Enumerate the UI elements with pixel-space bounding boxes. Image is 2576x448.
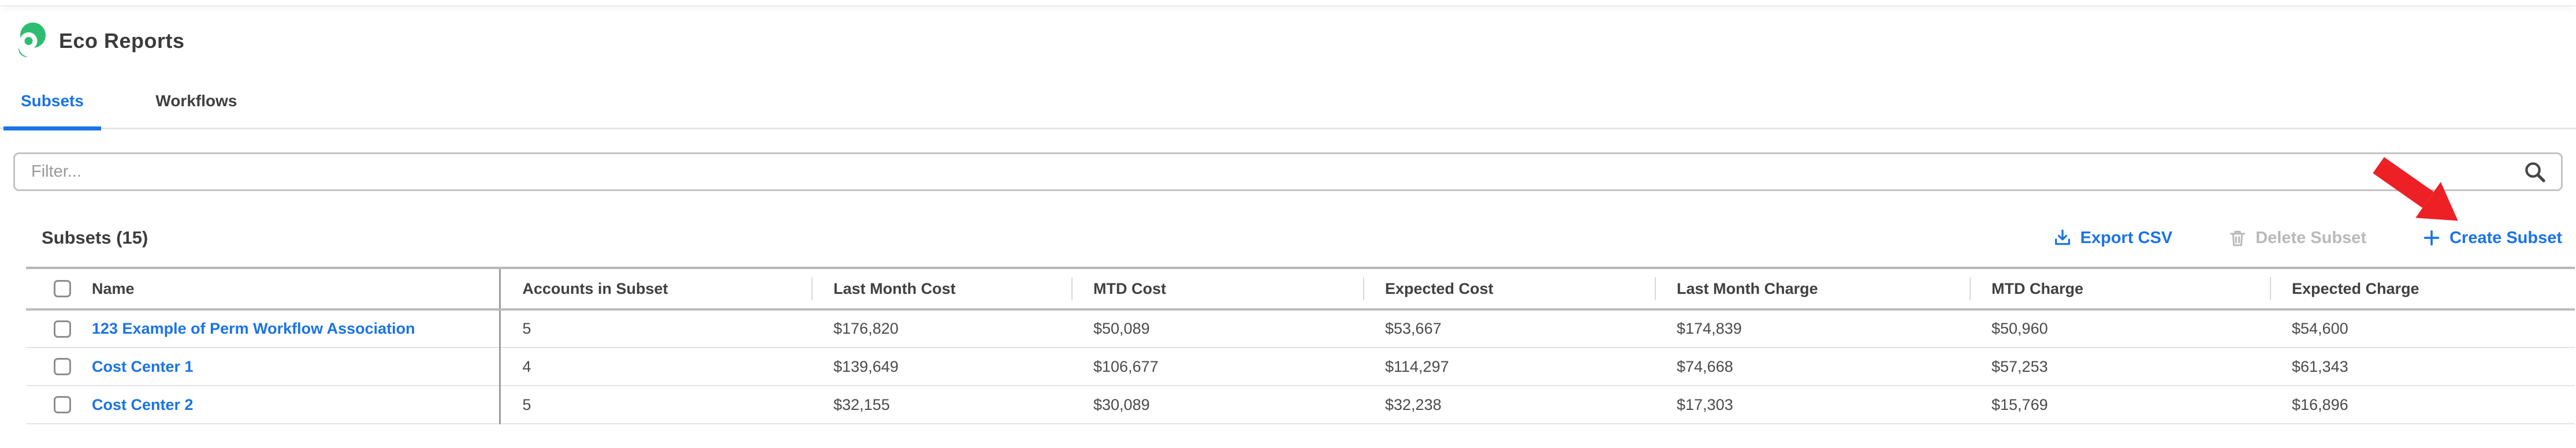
filter-input[interactable] [31, 162, 2523, 181]
export-csv-button[interactable]: Export CSV [2053, 228, 2173, 248]
column-header-accounts: Accounts in Subset [500, 268, 811, 311]
page-title: Eco Reports [59, 29, 185, 53]
download-icon [2054, 229, 2070, 245]
app-header: Eco Reports [0, 6, 2576, 62]
cell-accounts: 5 [500, 386, 811, 424]
column-header-last-month-charge: Last Month Charge [1655, 268, 1970, 311]
select-all-checkbox[interactable] [54, 280, 71, 297]
table-actions: Export CSV Delete Subset Create Subset [2053, 228, 2562, 248]
cell-mtd-charge: $50,960 [1970, 309, 2270, 348]
delete-subset-button[interactable]: Delete Subset [2228, 228, 2366, 248]
cell-accounts: 4 [500, 348, 811, 386]
subsets-table: Name Accounts in Subset Last Month Cost … [26, 267, 2575, 424]
subset-name-link[interactable]: Cost Center 2 [92, 395, 193, 413]
cell-accounts: 5 [500, 309, 811, 348]
cell-last-month-charge: $17,303 [1655, 386, 1970, 424]
subset-name-link[interactable]: 123 Example of Perm Workflow Association [92, 320, 415, 337]
table-row: 123 Example of Perm Workflow Association… [26, 309, 2575, 348]
subset-name-link[interactable]: Cost Center 1 [92, 357, 193, 375]
row-checkbox[interactable] [54, 396, 71, 413]
column-header-mtd-cost: MTD Cost [1071, 268, 1363, 311]
cell-mtd-cost: $30,089 [1071, 386, 1363, 424]
eco-logo-icon [18, 23, 46, 57]
cell-mtd-charge: $57,253 [1970, 348, 2270, 386]
column-header-last-month-cost: Last Month Cost [811, 268, 1071, 311]
trash-icon [2230, 230, 2246, 247]
row-checkbox[interactable] [54, 358, 71, 375]
tab-bar: Subsets Workflows [0, 92, 2576, 130]
cell-last-month-charge: $74,668 [1655, 348, 1970, 386]
table-header-row: Name Accounts in Subset Last Month Cost … [26, 268, 2575, 311]
search-icon[interactable] [2523, 160, 2547, 184]
column-header-expected-cost: Expected Cost [1363, 268, 1655, 311]
subsets-count-heading: Subsets (15) [42, 227, 148, 248]
row-checkbox[interactable] [54, 320, 71, 338]
cell-last-month-cost: $139,649 [811, 348, 1071, 386]
cell-expected-cost: $32,238 [1363, 386, 1655, 424]
cell-expected-charge: $16,896 [2270, 386, 2575, 424]
table-row: Cost Center 1 4 $139,649 $106,677 $114,2… [26, 348, 2575, 386]
column-header-name: Name [26, 268, 501, 311]
cell-last-month-cost: $176,820 [811, 309, 1071, 348]
cell-mtd-cost: $106,677 [1071, 348, 1363, 386]
delete-subset-label: Delete Subset [2255, 228, 2366, 247]
table-row: Cost Center 2 5 $32,155 $30,089 $32,238 … [26, 386, 2575, 424]
tab-workflows[interactable]: Workflows [155, 92, 237, 110]
column-header-mtd-charge: MTD Charge [1970, 268, 2270, 311]
plus-icon [2424, 230, 2440, 246]
filter-bar[interactable] [13, 152, 2563, 191]
cell-last-month-cost: $32,155 [811, 386, 1071, 424]
cell-last-month-charge: $174,839 [1655, 309, 1970, 348]
name-column-label: Name [92, 279, 135, 297]
cell-mtd-cost: $50,089 [1071, 309, 1363, 348]
cell-expected-charge: $61,343 [2270, 348, 2575, 386]
create-subset-button[interactable]: Create Subset [2422, 228, 2562, 248]
top-edge-bar [0, 0, 2576, 6]
column-header-expected-charge: Expected Charge [2270, 268, 2575, 311]
section-header-row: Subsets (15) Export CSV Delete Subset Cr… [42, 223, 2562, 252]
export-csv-label: Export CSV [2080, 228, 2173, 247]
cell-expected-cost: $53,667 [1363, 309, 1655, 348]
tab-subsets[interactable]: Subsets [3, 92, 101, 130]
cell-mtd-charge: $15,769 [1970, 386, 2270, 424]
cell-expected-cost: $114,297 [1363, 348, 1655, 386]
cell-expected-charge: $54,600 [2270, 309, 2575, 348]
create-subset-label: Create Subset [2449, 228, 2562, 247]
